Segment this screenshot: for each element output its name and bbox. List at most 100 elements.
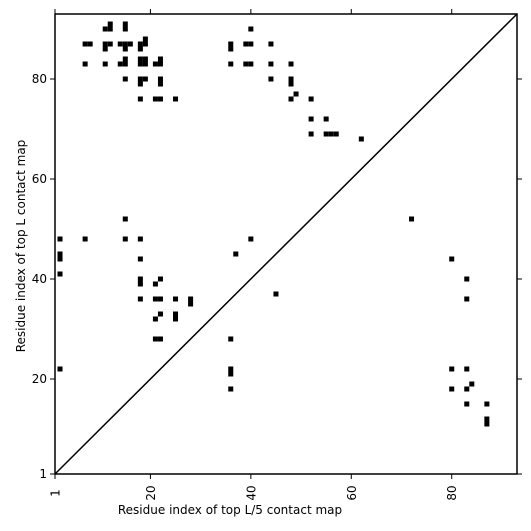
contact-point (122, 56, 128, 62)
contact-point (157, 61, 163, 67)
y-tick-label: 60 (32, 172, 47, 186)
contact-point (57, 251, 63, 257)
contact-point (449, 366, 455, 372)
x-tick-label: 1 (49, 489, 63, 497)
x-tick-label: 20 (144, 485, 158, 500)
contact-point (157, 296, 163, 302)
contact-point (268, 61, 274, 67)
contact-point (248, 26, 254, 32)
contact-point (82, 236, 88, 242)
contact-points (57, 21, 490, 427)
contact-point (152, 96, 158, 102)
axis-ticks: 1 20 40 60 80 1 20 40 60 80 (32, 9, 522, 501)
y-tick-label: 20 (32, 372, 47, 386)
contact-point (122, 21, 128, 27)
contact-point (107, 26, 113, 32)
contact-point (464, 386, 470, 392)
contact-point (233, 251, 239, 257)
contact-point (308, 131, 314, 137)
contact-point (152, 281, 158, 287)
contact-point (484, 416, 490, 422)
contact-point (464, 296, 470, 302)
contact-point (464, 366, 470, 372)
contact-point (248, 41, 254, 47)
contact-point (358, 136, 364, 142)
contact-point (102, 61, 108, 67)
x-tick-label: 60 (345, 485, 359, 500)
contact-point (82, 61, 88, 67)
contact-point (102, 46, 108, 52)
contact-point (137, 281, 143, 287)
contact-point (102, 41, 108, 47)
plot-frame (54, 13, 518, 475)
contact-point (157, 81, 163, 87)
contact-point (449, 256, 455, 262)
contact-point (248, 236, 254, 242)
contact-point (82, 41, 88, 47)
contact-point (122, 46, 128, 52)
contact-point (248, 61, 254, 67)
contact-point (228, 371, 234, 377)
contact-point (484, 401, 490, 407)
contact-point (449, 386, 455, 392)
contact-point (228, 386, 234, 392)
contact-point (293, 91, 299, 97)
contact-point (152, 61, 158, 67)
contact-point (137, 76, 143, 82)
contact-point (409, 216, 415, 222)
x-tick-label: 40 (244, 485, 258, 500)
contact-point (288, 96, 294, 102)
contact-point (288, 76, 294, 82)
y-tick-label: 40 (32, 272, 47, 286)
contact-point (157, 336, 163, 342)
contact-point (228, 366, 234, 372)
contact-point (57, 236, 63, 242)
contact-point (122, 76, 128, 82)
contact-point (142, 56, 148, 62)
contact-point (122, 236, 128, 242)
contact-point (137, 296, 143, 302)
contact-point (157, 276, 163, 282)
y-axis-label: Residue index of top L contact map (14, 140, 28, 353)
contact-point (117, 41, 123, 47)
contact-point (57, 271, 63, 277)
contact-point (137, 56, 143, 62)
contact-point (188, 301, 194, 307)
contact-point (173, 311, 179, 317)
contact-point (484, 421, 490, 427)
contact-point (157, 76, 163, 82)
contact-point (333, 131, 339, 137)
contact-point (122, 216, 128, 222)
contact-point (157, 56, 163, 62)
contact-point (102, 26, 108, 32)
contact-point (137, 236, 143, 242)
contact-point (228, 41, 234, 47)
contact-point (142, 76, 148, 82)
contact-point (323, 131, 329, 137)
diagonal-line (54, 13, 518, 475)
contact-point (469, 381, 475, 387)
contact-point (157, 311, 163, 317)
contact-point (288, 61, 294, 67)
contact-point (228, 61, 234, 67)
contact-point (107, 21, 113, 27)
contact-point (137, 81, 143, 87)
contact-point (328, 131, 334, 137)
contact-point (152, 296, 158, 302)
contact-point (57, 256, 63, 262)
contact-point (137, 61, 143, 67)
contact-point (127, 41, 133, 47)
contact-point (188, 296, 194, 302)
contact-point (323, 116, 329, 122)
contact-point (268, 76, 274, 82)
contact-point (288, 81, 294, 87)
contact-point (173, 96, 179, 102)
contact-point (273, 291, 279, 297)
x-tick-label: 80 (445, 485, 459, 500)
contact-point (243, 61, 249, 67)
contact-point (107, 41, 113, 47)
contact-point (228, 336, 234, 342)
contact-point (122, 41, 128, 47)
contact-point (152, 336, 158, 342)
contact-point (173, 316, 179, 322)
